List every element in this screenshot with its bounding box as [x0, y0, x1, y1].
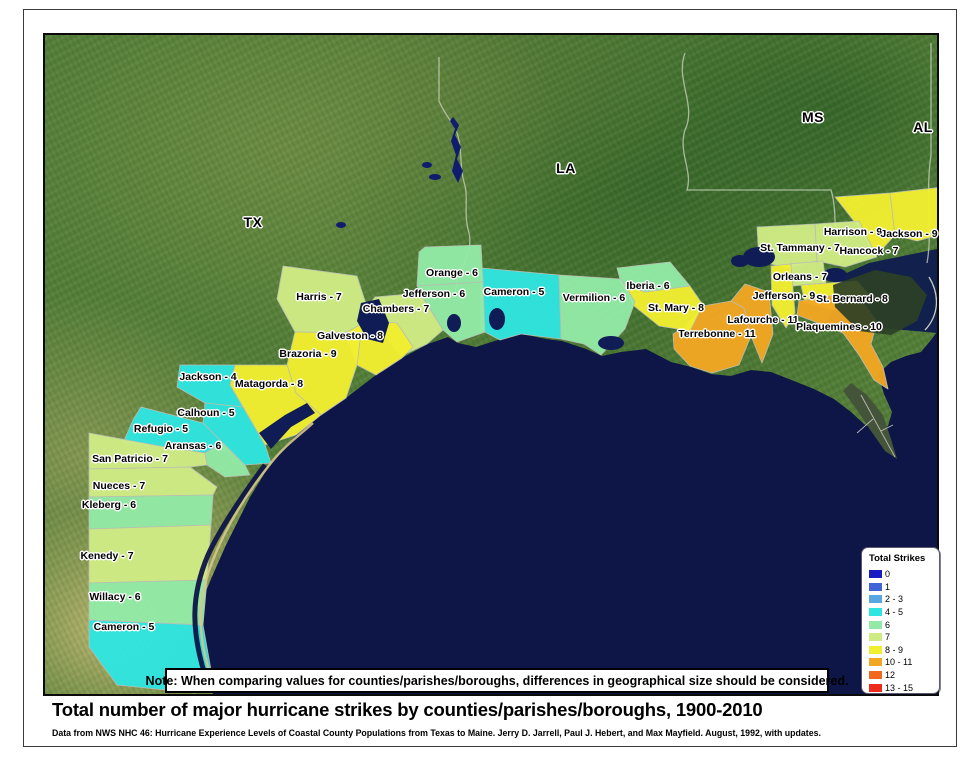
- legend-row: 8 - 9: [869, 644, 933, 657]
- legend-row: 12: [869, 669, 933, 682]
- delta-channels: [856, 394, 896, 458]
- county-shape-orange-tx: [416, 244, 484, 287]
- legend-label: 4 - 5: [885, 607, 904, 618]
- legend-swatch: [869, 658, 882, 667]
- note-box: Note: When comparing values for counties…: [146, 668, 848, 693]
- legend-swatch: [869, 582, 882, 591]
- legend-label: 0: [885, 569, 891, 580]
- coastal-lakes: [259, 247, 847, 449]
- vermilion-bay: [598, 336, 624, 350]
- legend-swatch: [869, 645, 882, 654]
- mississippi-delta: [843, 383, 897, 459]
- legend-label: 7: [885, 632, 891, 643]
- county-shape-jefferson-tx: [416, 281, 486, 343]
- map-geography: [88, 43, 937, 694]
- county-shape-kenedy-tx: [88, 524, 212, 584]
- note-text: Note: When comparing values for counties…: [145, 673, 849, 688]
- county-shape-hancock-ms: [814, 220, 878, 268]
- county-shape-willacy-tx: [88, 579, 208, 626]
- legend-row: 10 - 11: [869, 656, 933, 669]
- map-source: Data from NWS NHC 46: Hurricane Experien…: [52, 728, 821, 738]
- chandeleur-islands: [924, 276, 937, 331]
- county-shape-harris-tx: [276, 265, 368, 334]
- st-bernard-marsh: [833, 270, 927, 335]
- county-shape-jefferson-la: [770, 263, 796, 329]
- legend-row: 0: [869, 568, 933, 581]
- county-shape-cameron-la: [480, 267, 562, 341]
- legend-swatch: [869, 620, 882, 629]
- legend-swatch: [869, 595, 882, 604]
- lake-pontchartrain: [743, 247, 775, 267]
- gulf-of-mexico-water: [195, 332, 937, 694]
- legend-label: 12: [885, 670, 896, 681]
- legend-row: 13 - 15: [869, 681, 933, 694]
- legend-row: 1: [869, 581, 933, 594]
- laguna-madre: [192, 463, 268, 676]
- legend-label: 13 - 15: [885, 682, 914, 693]
- legend-swatch: [869, 633, 882, 642]
- calcasieu-lake: [489, 308, 505, 330]
- county-shape-nueces-tx: [88, 466, 218, 498]
- legend-row: 4 - 5: [869, 606, 933, 619]
- legend-swatch: [869, 608, 882, 617]
- sabine-lake: [447, 314, 461, 332]
- map-title: Total number of major hurricane strikes …: [52, 699, 763, 720]
- hurricane-strikes-map: Harrison - 9 Jackson - 9 St. Tammany - 7 Ha…: [43, 33, 940, 696]
- legend-swatch: [869, 570, 882, 579]
- legend-swatch: [869, 671, 882, 680]
- lake-borgne: [823, 268, 847, 282]
- legend-row: 7: [869, 631, 933, 644]
- toledo-bend-reservoir: [336, 117, 463, 228]
- legend-label: 10 - 11: [885, 657, 913, 668]
- county-shape-kleberg-tx: [88, 494, 214, 530]
- legend-label: 8 - 9: [885, 644, 904, 655]
- county-shape-jackson-ms: [889, 187, 937, 242]
- legend-title: Total Strikes: [869, 553, 926, 564]
- legend-label: 6: [885, 619, 891, 630]
- county-layer: [88, 187, 937, 694]
- galveston-bay: [357, 299, 389, 343]
- matagorda-bay: [259, 403, 315, 449]
- legend-row: 6: [869, 618, 933, 631]
- county-shape-harrison-ms: [834, 192, 896, 258]
- legend-label: 2 - 3: [885, 594, 904, 605]
- barrier-islands: [199, 422, 314, 681]
- legend-row: 2 - 3: [869, 593, 933, 606]
- title-block: Total number of major hurricane strikes …: [52, 699, 952, 738]
- legend-swatch: [869, 683, 882, 692]
- legend-label: 1: [885, 581, 891, 592]
- county-shape-orleans-la: [788, 260, 827, 287]
